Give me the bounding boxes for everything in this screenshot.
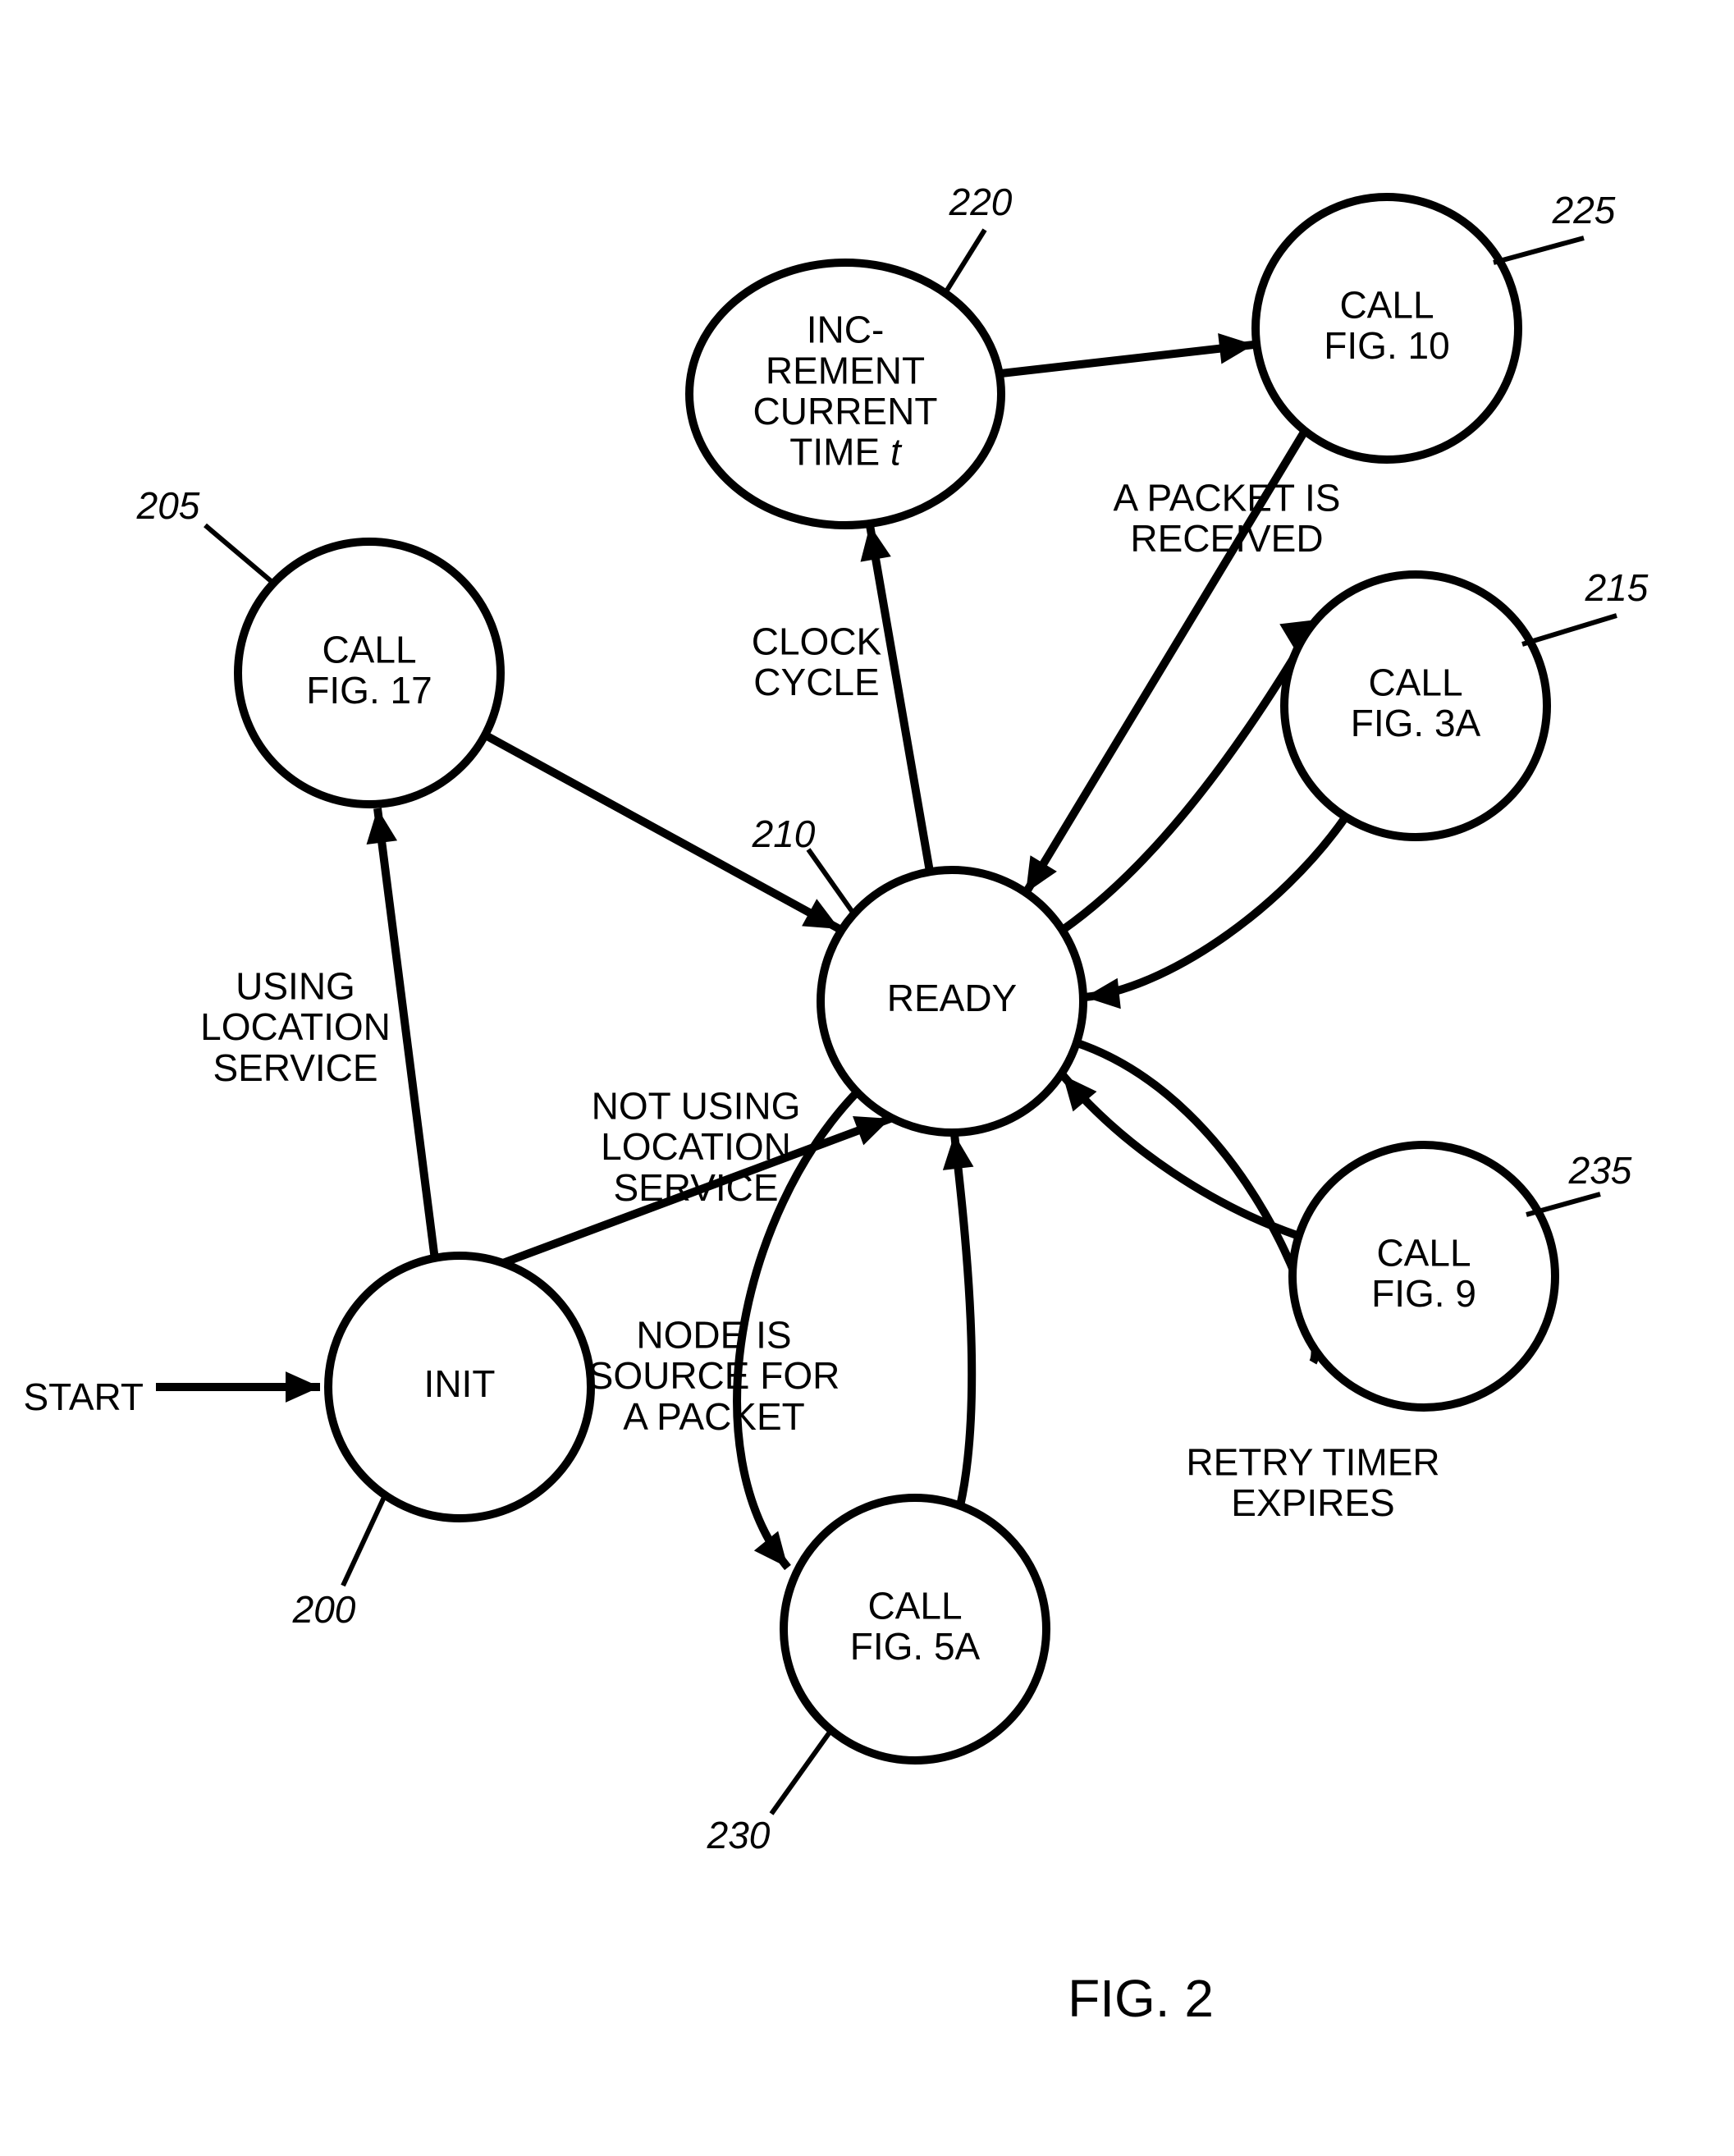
ref-n220: 220 — [949, 181, 1013, 223]
edge-init-ready-arrow — [853, 1116, 890, 1145]
node-n220-label-2: CURRENT — [753, 390, 938, 433]
node-n205-label-1: FIG. 17 — [306, 669, 432, 712]
edge-ready-215-label-0: A PACKET IS — [1114, 476, 1341, 519]
ref-n225: 225 — [1552, 189, 1616, 231]
node-n220: INC-REMENTCURRENTTIME t — [689, 263, 1001, 525]
node-ready: READY — [821, 870, 1083, 1133]
edge-ready-220-label-0: CLOCK — [752, 620, 882, 662]
edge-ready-220-label-1: CYCLE — [753, 661, 879, 703]
edge-init-205-label-1: LOCATION — [200, 1005, 391, 1048]
edge-ready-230-label-2: A PACKET — [623, 1395, 805, 1438]
node-n205-label-0: CALL — [322, 628, 416, 671]
edge-init-ready-label-0: NOT USING — [592, 1084, 801, 1127]
edge-start-init-arrow — [286, 1371, 320, 1403]
node-n215-label-1: FIG. 3A — [1351, 702, 1481, 744]
edge-ready-235-label-0: RETRY TIMER — [1186, 1440, 1439, 1483]
ref-n235: 235 — [1568, 1149, 1632, 1192]
node-n225-label-1: FIG. 10 — [1324, 324, 1449, 367]
start-label: START — [23, 1376, 144, 1418]
node-n230: CALLFIG. 5A — [784, 1498, 1046, 1760]
node-n220-label-0: INC- — [807, 309, 885, 351]
edge-init-205-label-0: USING — [236, 964, 355, 1007]
node-n235-label-1: FIG. 9 — [1371, 1272, 1476, 1315]
edge-220-225 — [1001, 345, 1254, 373]
node-n205: CALLFIG. 17 — [238, 542, 501, 804]
node-ready-label-0: READY — [887, 977, 1017, 1019]
edge-230-ready — [954, 1134, 972, 1506]
edge-ready-230-label-0: NODE IS — [636, 1313, 791, 1356]
edge-ready-230-label-1: SOURCE FOR — [588, 1354, 840, 1397]
ref-ready: 210 — [752, 813, 816, 855]
node-n215: CALLFIG. 3A — [1284, 574, 1547, 837]
state-diagram: INITREADYCALLFIG. 17INC-REMENTCURRENTTIM… — [0, 0, 1734, 2156]
node-n225-label-0: CALL — [1339, 283, 1434, 326]
ref-n205: 205 — [136, 484, 200, 527]
node-n230-label-0: CALL — [867, 1584, 962, 1627]
ref-n230: 230 — [707, 1814, 771, 1856]
edge-init-205-label-2: SERVICE — [213, 1046, 377, 1089]
node-n230-label-1: FIG. 5A — [850, 1625, 981, 1668]
node-init: INIT — [328, 1256, 591, 1518]
edge-init-ready-label-2: SERVICE — [613, 1166, 778, 1209]
edge-215-ready — [1085, 817, 1346, 997]
ref-n215: 215 — [1585, 566, 1649, 609]
node-n220-label-3: TIME t — [789, 431, 903, 474]
edge-ready-235 — [1075, 1042, 1315, 1362]
figure-label: FIG. 2 — [1068, 1969, 1214, 2028]
edge-ready-215-label-1: RECEIVED — [1130, 517, 1323, 560]
ref-init: 200 — [292, 1588, 356, 1631]
edge-init-ready-label-1: LOCATION — [601, 1125, 791, 1168]
node-n225: CALLFIG. 10 — [1256, 197, 1518, 460]
edge-ready-220-arrow — [861, 525, 891, 562]
node-n235-label-0: CALL — [1376, 1231, 1471, 1274]
node-n235: CALLFIG. 9 — [1292, 1145, 1555, 1408]
node-n220-label-1: REMENT — [766, 349, 925, 391]
edge-ready-235-label-1: EXPIRES — [1231, 1481, 1394, 1524]
node-n215-label-0: CALL — [1368, 661, 1462, 703]
node-init-label-0: INIT — [424, 1362, 496, 1405]
